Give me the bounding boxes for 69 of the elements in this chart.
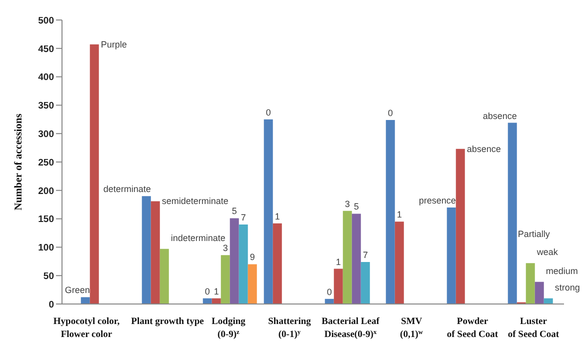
x-tick-label: Shattering (0-1)$^{y}$ (268, 317, 312, 340)
y-tick-label: 500 (38, 15, 54, 26)
bar (90, 44, 99, 304)
y-axis-title: Number of accessions (14, 114, 25, 210)
annotation: medium (546, 266, 578, 276)
annotation: 7 (362, 250, 368, 260)
y-tick-label: 450 (38, 44, 54, 55)
bar (394, 222, 404, 304)
x-tick-label: Lodging (0-9)$^{z}$ (212, 317, 246, 340)
annotation: absence (466, 144, 501, 154)
y-tick-label: 250 (38, 157, 54, 168)
x-tick-label: Powder of Seed Coat (446, 317, 499, 340)
bar (446, 207, 456, 304)
annotation: 0 (388, 108, 393, 118)
y-tick-label: 0 (48, 299, 54, 310)
annotation: Purple (100, 39, 127, 50)
bar (230, 218, 239, 304)
y-tick-label: 300 (38, 128, 54, 140)
annotation: 0 (266, 107, 271, 118)
bar (534, 282, 544, 304)
annotation: 7 (240, 212, 246, 222)
y-tick-label: 200 (38, 186, 54, 197)
annotation: 9 (250, 252, 255, 262)
annotation: weak (536, 247, 558, 258)
bar (386, 120, 395, 304)
x-tick-label: Hypocotyl color, Flower color (53, 317, 120, 340)
y-tick-label: 100 (38, 242, 54, 254)
annotation: indeterminate (170, 232, 226, 243)
bar (264, 119, 273, 304)
annotation: presence (418, 195, 456, 206)
annotation: 1 (214, 286, 219, 296)
x-tick-label: Luster of Seed Coat (508, 317, 560, 340)
annotation: 1 (336, 256, 341, 267)
bar (142, 196, 151, 304)
bar (342, 210, 352, 304)
y-tick-label: 150 (38, 214, 54, 226)
annotation: 1 (396, 210, 402, 220)
bar (352, 214, 361, 304)
annotation: 0 (326, 286, 332, 297)
x-tick-label: Bacterial Leaf Disease(0-9)$^{x}$ (322, 317, 380, 340)
x-tick-label: Plant growth type (131, 317, 204, 327)
x-tick-label: SMV (0,1)$^{w}$ (400, 317, 424, 340)
annotation: 5 (354, 202, 359, 212)
bar (248, 264, 257, 304)
annotation: 0 (204, 286, 210, 296)
y-tick-label: 400 (38, 72, 54, 84)
annotation: 3 (344, 198, 350, 209)
annotation: 1 (274, 211, 280, 222)
annotation: 5 (232, 206, 237, 216)
y-tick-label: 50 (43, 270, 54, 282)
y-tick-label: 350 (38, 100, 54, 112)
bar (272, 223, 282, 304)
bar (456, 148, 465, 304)
annotation: absence (482, 110, 517, 121)
bar (150, 201, 160, 304)
bar (238, 224, 248, 304)
annotation: determinate (103, 184, 151, 194)
annotation: strong (554, 282, 580, 292)
bar (80, 297, 90, 304)
bar (160, 248, 169, 304)
annotation: Partially (518, 229, 550, 240)
annotation: 3 (222, 243, 228, 254)
bar (360, 262, 370, 304)
annotation: Green (64, 285, 90, 296)
bar (334, 268, 343, 304)
bar (220, 255, 230, 304)
annotation: semideterminate (162, 196, 228, 206)
bar (508, 122, 517, 304)
bar (526, 263, 535, 304)
